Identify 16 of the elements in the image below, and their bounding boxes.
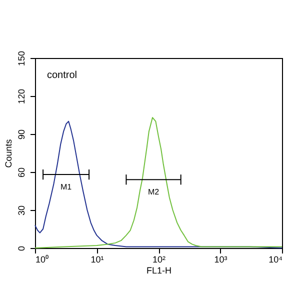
x-tick-label: 10¹ bbox=[90, 254, 104, 264]
y-axis-title: Counts bbox=[4, 138, 14, 168]
y-tick-label: 150 bbox=[16, 50, 26, 66]
x-axis-title: FL1-H bbox=[146, 266, 172, 276]
y-tick-label: 30 bbox=[16, 205, 26, 216]
x-tick-label: 10² bbox=[152, 254, 166, 264]
annotation: control bbox=[47, 70, 78, 81]
y-tick-label: 60 bbox=[16, 167, 26, 178]
series-label: M2 bbox=[148, 188, 160, 197]
y-tick-label: 0 bbox=[16, 246, 26, 252]
y-tick-label: 90 bbox=[16, 129, 26, 140]
series-label: M1 bbox=[60, 182, 72, 192]
x-tick-label: 10⁰ bbox=[36, 254, 49, 264]
x-tick-label: 10⁴ bbox=[268, 254, 283, 264]
x-tick-label: 10³ bbox=[214, 254, 228, 264]
y-tick-label: 120 bbox=[16, 88, 26, 104]
